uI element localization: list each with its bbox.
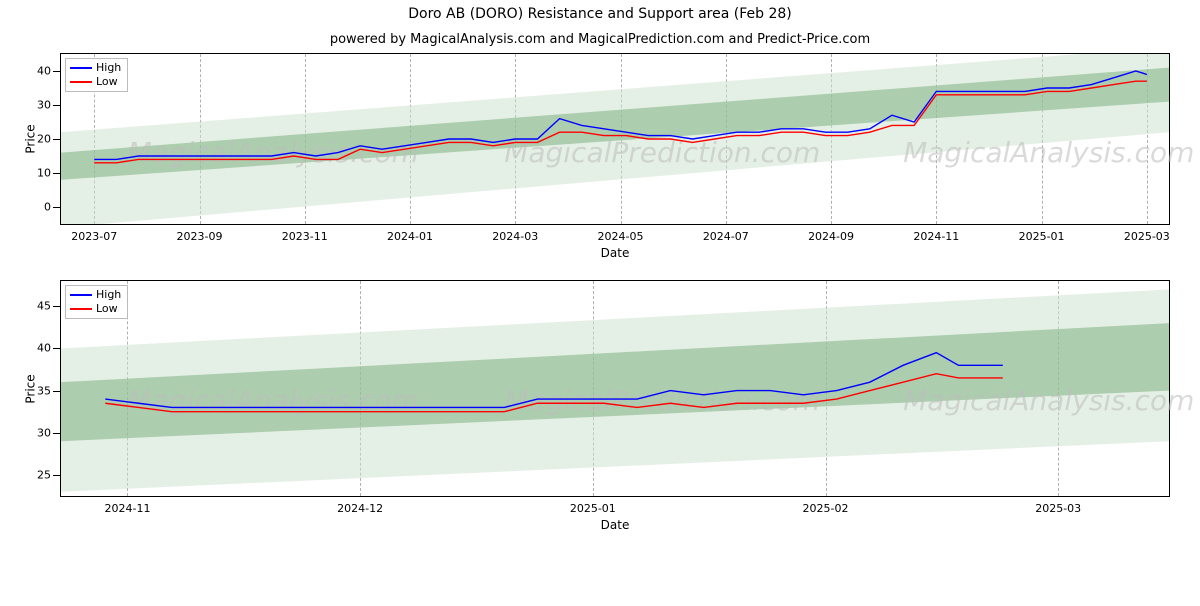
legend-item-high: High <box>70 288 121 302</box>
y-tick-label: 0 <box>44 201 51 214</box>
x-tick-label: 2024-11 <box>913 230 959 243</box>
y-tick-label: 30 <box>37 426 51 439</box>
x-tick-label: 2024-05 <box>598 230 644 243</box>
x-tick-label: 2023-11 <box>282 230 328 243</box>
y-tick <box>53 207 61 208</box>
legend-line-high-icon <box>70 294 92 296</box>
y-tick <box>53 391 61 392</box>
y-tick-label: 45 <box>37 300 51 313</box>
legend-label-low: Low <box>96 302 118 316</box>
legend-item-low: Low <box>70 75 121 89</box>
price-lines-bottom <box>61 281 1169 496</box>
legend-label-low: Low <box>96 75 118 89</box>
y-tick <box>53 348 61 349</box>
legend-label-high: High <box>96 61 121 75</box>
x-axis-label-top: Date <box>61 246 1169 260</box>
y-tick <box>53 306 61 307</box>
x-tick-label: 2024-07 <box>703 230 749 243</box>
x-axis-label-bottom: Date <box>61 518 1169 532</box>
x-tick-label: 2025-01 <box>570 502 616 515</box>
chart-panel-top: Price Date High Low MagicalAnalysis.com … <box>60 53 1170 225</box>
legend-item-high: High <box>70 61 121 75</box>
x-tick-label: 2024-01 <box>387 230 433 243</box>
y-tick <box>53 433 61 434</box>
y-tick-label: 25 <box>37 468 51 481</box>
x-tick-label: 2024-09 <box>808 230 854 243</box>
legend-line-high-icon <box>70 67 92 69</box>
x-tick-label: 2025-01 <box>1019 230 1065 243</box>
x-tick-label: 2023-09 <box>177 230 223 243</box>
legend-bottom: High Low <box>65 285 128 319</box>
legend-line-low-icon <box>70 81 92 83</box>
y-tick-label: 10 <box>37 167 51 180</box>
chart-panel-bottom: Price Date High Low MagicalAnalysis.com … <box>60 280 1170 497</box>
y-tick <box>53 173 61 174</box>
y-tick-label: 40 <box>37 342 51 355</box>
y-tick-label: 20 <box>37 133 51 146</box>
y-tick <box>53 139 61 140</box>
y-axis-label-top: Price <box>24 124 38 153</box>
chart-title: Doro AB (DORO) Resistance and Support ar… <box>0 6 1200 22</box>
y-tick <box>53 71 61 72</box>
y-tick-label: 35 <box>37 384 51 397</box>
y-tick <box>53 105 61 106</box>
y-tick-label: 40 <box>37 65 51 78</box>
chart-subtitle: powered by MagicalAnalysis.com and Magic… <box>0 32 1200 47</box>
x-tick-label: 2024-03 <box>492 230 538 243</box>
y-tick <box>53 475 61 476</box>
y-axis-label-bottom: Price <box>24 374 38 403</box>
legend-item-low: Low <box>70 302 121 316</box>
x-tick-label: 2025-03 <box>1124 230 1170 243</box>
legend-line-low-icon <box>70 308 92 310</box>
x-tick-label: 2023-07 <box>71 230 117 243</box>
y-tick-label: 30 <box>37 99 51 112</box>
x-tick-label: 2025-02 <box>803 502 849 515</box>
x-tick-label: 2025-03 <box>1035 502 1081 515</box>
legend-label-high: High <box>96 288 121 302</box>
x-tick-label: 2024-12 <box>337 502 383 515</box>
price-lines-top <box>61 54 1169 224</box>
legend-top: High Low <box>65 58 128 92</box>
x-tick-label: 2024-11 <box>104 502 150 515</box>
